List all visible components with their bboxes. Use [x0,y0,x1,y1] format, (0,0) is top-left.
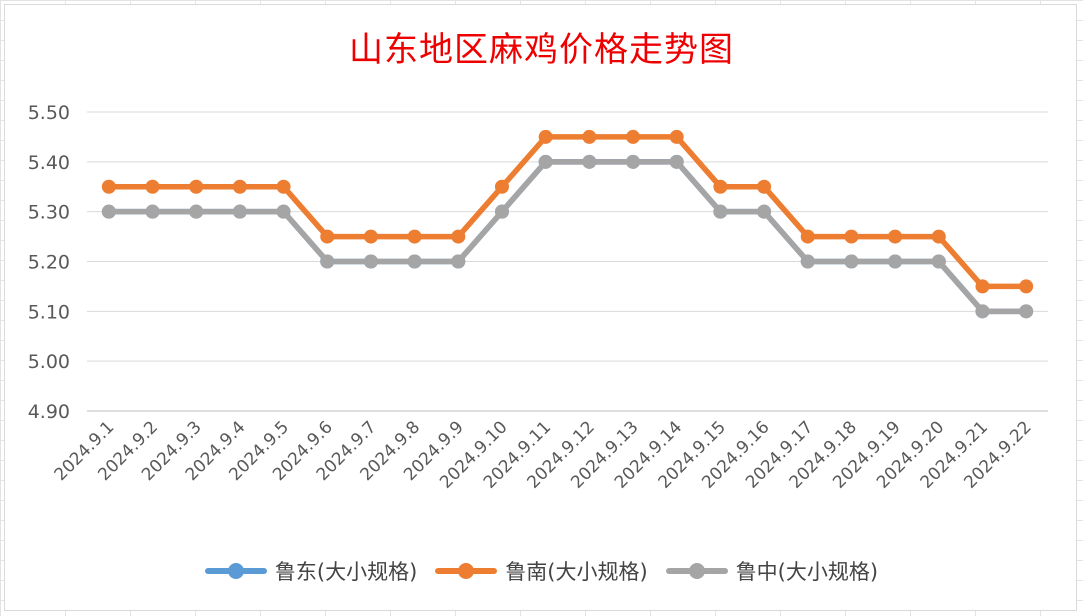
data-point[interactable] [451,254,466,269]
data-point[interactable] [189,179,204,194]
data-point[interactable] [320,229,335,244]
legend-swatch-lunan [435,563,498,579]
data-point[interactable] [363,229,378,244]
legend-item-ludong[interactable]: 鲁东(大小规格) [204,556,418,586]
legend-item-lunan[interactable]: 鲁南(大小规格) [435,556,648,586]
data-point[interactable] [975,304,990,319]
series-lines [101,129,1034,319]
data-point[interactable] [713,204,728,219]
data-point[interactable] [757,179,772,194]
chart-area[interactable] [4,4,1077,611]
data-point[interactable] [101,204,116,219]
data-point[interactable] [757,204,772,219]
data-point[interactable] [232,204,247,219]
data-point[interactable] [713,179,728,194]
legend-label-lunan: 鲁南(大小规格) [505,560,648,584]
data-point[interactable] [931,254,946,269]
data-point[interactable] [669,154,684,169]
y-tick-label: 5.30 [28,202,70,224]
data-point[interactable] [888,254,903,269]
data-point[interactable] [582,154,597,169]
data-point[interactable] [626,129,641,144]
series-line [106,159,1029,315]
data-point[interactable] [276,179,291,194]
data-point[interactable] [494,204,509,219]
data-point[interactable] [538,154,553,169]
data-point[interactable] [407,229,422,244]
data-point[interactable] [101,179,116,194]
data-point[interactable] [582,129,597,144]
data-point[interactable] [975,279,990,294]
data-point[interactable] [145,204,160,219]
data-point[interactable] [669,129,684,144]
y-tick-label: 4.90 [28,401,70,423]
x-axis-tick-labels: 2024.9.12024.9.22024.9.32024.9.42024.9.5… [51,417,1036,492]
series-line [106,134,1029,290]
data-point[interactable] [931,229,946,244]
chart-title: 山东地区麻鸡价格走势图 [349,30,734,70]
legend-item-luzhong[interactable]: 鲁中(大小规格) [665,556,879,586]
data-point[interactable] [451,229,466,244]
data-point[interactable] [145,179,160,194]
data-point[interactable] [232,179,247,194]
legend-label-ludong: 鲁东(大小规格) [274,560,418,584]
data-point[interactable] [844,254,859,269]
data-point[interactable] [320,254,335,269]
y-axis-tick-labels: 4.90 5.00 5.10 5.20 5.30 5.40 5.50 [28,102,70,423]
data-point[interactable] [363,254,378,269]
y-tick-label: 5.10 [28,301,70,323]
legend-swatch-luzhong [665,563,728,579]
data-point[interactable] [888,229,903,244]
data-point[interactable] [189,204,204,219]
legend-label-luzhong: 鲁中(大小规格) [735,560,879,584]
y-tick-label: 5.40 [28,152,70,174]
legend-swatch-ludong [204,563,267,579]
legend: 鲁东(大小规格) 鲁南(大小规格) 鲁中(大小规格) [0,556,1083,586]
data-point[interactable] [800,254,815,269]
data-point[interactable] [494,179,509,194]
data-point[interactable] [844,229,859,244]
data-point[interactable] [276,204,291,219]
data-point[interactable] [538,129,553,144]
series-2 [101,154,1034,319]
y-tick-label: 5.50 [28,102,70,124]
data-point[interactable] [407,254,422,269]
data-point[interactable] [1019,304,1034,319]
y-tick-label: 5.00 [28,351,70,373]
data-point[interactable] [626,154,641,169]
data-point[interactable] [800,229,815,244]
gridlines [87,111,1048,412]
series-1 [101,129,1034,294]
data-point[interactable] [1019,279,1034,294]
y-tick-label: 5.20 [28,252,70,274]
